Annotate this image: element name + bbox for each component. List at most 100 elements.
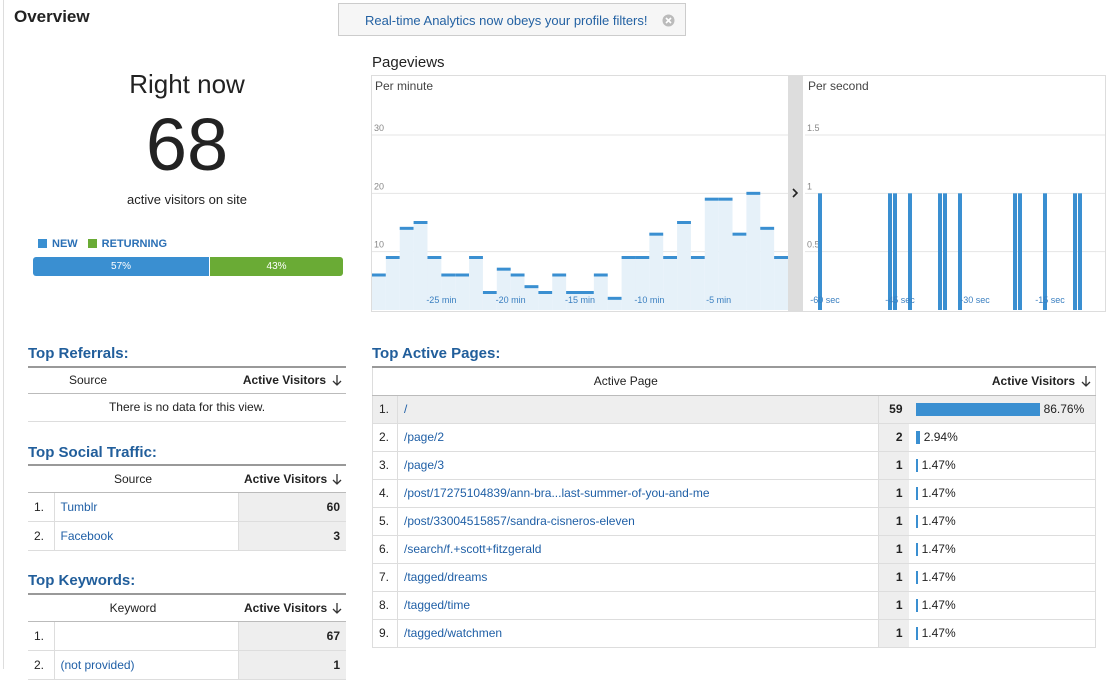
page-path: /post/33004515857/sandra-cisneros-eleven	[396, 507, 879, 536]
page-path: /	[396, 395, 879, 424]
x-tick-label: -20 min	[496, 295, 526, 305]
sort-arrow[interactable]	[332, 473, 342, 485]
minute-bar	[760, 228, 775, 310]
sort-arrow[interactable]	[332, 374, 342, 387]
rank: 4.	[372, 479, 398, 508]
close-button[interactable]	[662, 14, 675, 27]
minute-bar-top	[690, 256, 705, 259]
y-tick-label: 1	[807, 181, 812, 191]
legend-label: NEW	[52, 238, 78, 250]
x-tick-label: -15 sec	[1035, 295, 1065, 305]
percent-wrap: 1.47%	[915, 570, 1090, 584]
rank: 2.	[28, 521, 54, 551]
visitors: 1	[878, 479, 909, 508]
minute-bar	[510, 275, 525, 310]
sort-arrow[interactable]	[332, 602, 342, 614]
notice-text: Real-time Analytics now obeys your profi…	[365, 13, 648, 28]
page-path: /post/17275104839/ann-bra...last-summer-…	[396, 479, 879, 508]
x-tick-label: -45 sec	[885, 295, 915, 305]
percent-label: 1.47%	[921, 458, 956, 472]
split-segment: 57%	[33, 257, 210, 276]
percent-wrap: 1.47%	[915, 514, 1090, 528]
expand-arrow[interactable]	[792, 188, 799, 198]
legend-label: RETURNING	[101, 238, 168, 250]
minute-bar	[649, 234, 664, 310]
minute-bar-top	[593, 273, 608, 277]
visitors: 59	[878, 395, 909, 424]
minute-bar-top	[441, 273, 456, 277]
rank: 1.	[28, 492, 54, 522]
minute-bar-top	[621, 256, 636, 259]
percent-cell: 1.47%	[908, 451, 1096, 480]
percent-label: 1.47%	[921, 570, 956, 584]
second-bar	[908, 193, 912, 310]
minute-bar	[746, 193, 761, 310]
minute-bar	[774, 257, 788, 310]
split-segment: 43%	[209, 257, 343, 276]
percent-cell: 86.76%	[908, 395, 1096, 424]
minute-bar-top	[427, 256, 442, 259]
percent-bar	[915, 458, 918, 472]
column-header: Active Visitors	[238, 593, 346, 622]
minute-bar	[704, 199, 719, 310]
data-row: 2./page/2 2 2.94%	[372, 423, 1096, 452]
source-name: (not provided)	[53, 650, 238, 680]
page-path: /tagged/watchmen	[396, 619, 879, 648]
minute-bar-top	[552, 273, 567, 277]
left-border	[3, 0, 4, 669]
header-row: Source Active Visitors	[28, 464, 346, 493]
x-tick-label: -60 sec	[810, 295, 840, 305]
top-social-table: Source Active Visitors 1. Tumblr 60 2. Faceboo…	[28, 464, 346, 551]
minute-bar-top	[663, 256, 678, 259]
percent-cell: 1.47%	[908, 619, 1096, 648]
percent-bar	[915, 626, 918, 640]
second-bar	[893, 193, 897, 310]
social-title: Top Social Traffic:	[28, 444, 157, 461]
percent-label: 2.94%	[923, 430, 958, 444]
page-path: /tagged/dreams	[396, 563, 879, 592]
rank: 1.	[372, 395, 398, 424]
percent-bar	[915, 598, 918, 612]
minute-bar-top	[635, 256, 650, 259]
visitors: 60	[237, 492, 346, 522]
second-bar	[1013, 193, 1017, 310]
chart-title: Per minute	[375, 79, 433, 93]
referrals-title: Top Referrals:	[28, 345, 129, 362]
percent-cell: 1.47%	[908, 535, 1096, 564]
column-header: Source	[28, 464, 238, 493]
right-now-title: Right now	[129, 69, 245, 99]
data-row: 2. Facebook 3	[28, 521, 346, 551]
percent-wrap: 1.47%	[915, 458, 1090, 472]
percent-label: 1.47%	[921, 598, 956, 612]
data-row: 1./59 86.76%	[372, 395, 1096, 424]
percent-wrap: 1.47%	[915, 542, 1090, 556]
visitors: 1	[237, 650, 346, 680]
data-row: 1. Tumblr 60	[28, 492, 346, 522]
y-tick-label: 0.5	[807, 240, 820, 250]
percent-cell: 1.47%	[908, 507, 1096, 536]
sort-arrow[interactable]	[1081, 375, 1091, 388]
minute-bar-top	[677, 221, 691, 224]
chart-title: Per second	[808, 79, 869, 93]
minute-bar-top	[455, 273, 470, 277]
percent-bar	[915, 570, 918, 584]
minute-bar-top	[566, 291, 580, 294]
legend-swatch	[87, 239, 97, 248]
rank: 9.	[372, 619, 398, 648]
minute-bar	[524, 286, 539, 310]
percent-wrap: 1.47%	[915, 626, 1090, 640]
percent-bar	[915, 514, 918, 528]
minute-bar	[607, 298, 622, 310]
minute-bar	[663, 257, 678, 310]
minute-bar	[372, 275, 386, 310]
visitor-split-bar: 57% 43%	[33, 257, 343, 276]
rank: 8.	[372, 591, 398, 620]
minute-bar-top	[760, 226, 775, 230]
data-row: 1. 67	[28, 621, 346, 651]
minute-bar-top	[413, 221, 428, 224]
visitors: 1	[878, 535, 909, 564]
x-tick-label: -5 min	[706, 295, 731, 305]
y-tick-label: 20	[374, 181, 384, 191]
minute-bar-top	[496, 267, 511, 271]
visitors: 1	[878, 507, 909, 536]
